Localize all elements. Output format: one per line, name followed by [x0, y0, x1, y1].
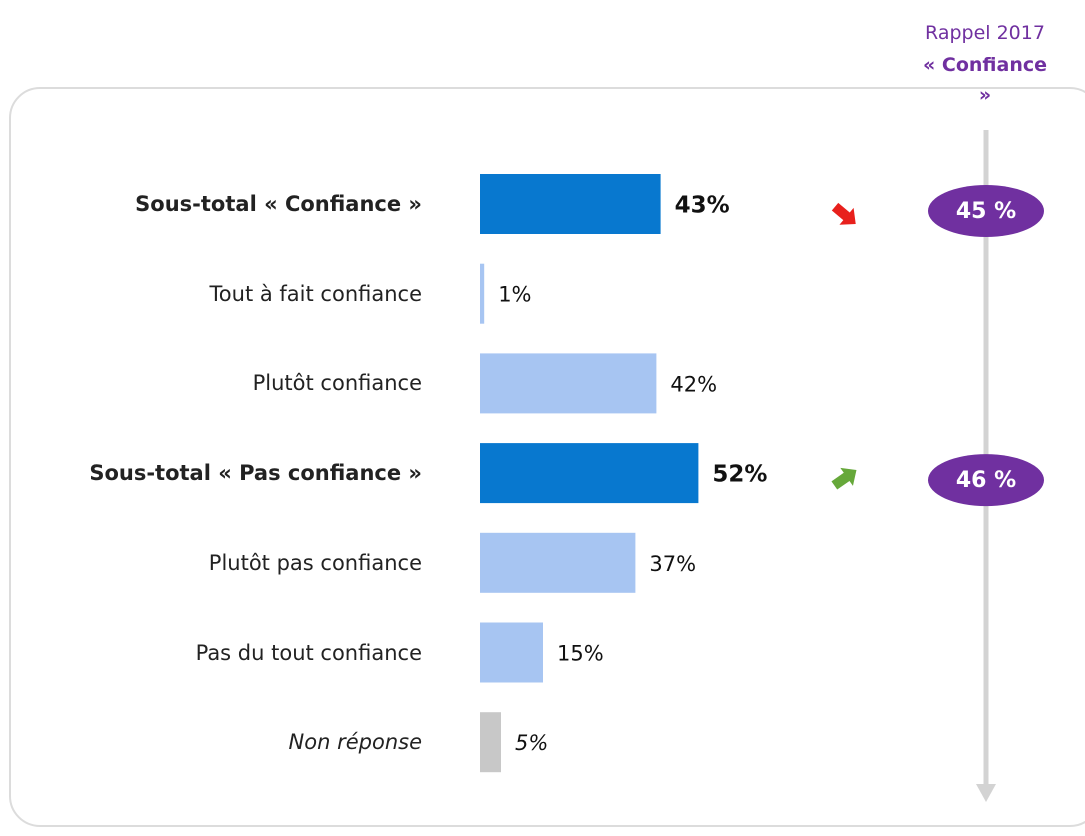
value-label: 5%: [515, 731, 548, 755]
recall-value: 46 %: [956, 468, 1016, 493]
value-label: 37%: [649, 552, 696, 576]
recall-badge: [928, 185, 1044, 237]
bar: [480, 443, 699, 504]
category-label: Tout à fait confiance: [209, 281, 422, 306]
value-label: 52%: [712, 462, 767, 488]
recall-subtitle: « Confiance »: [923, 54, 1047, 106]
category-label: Plutôt confiance: [252, 371, 422, 396]
recall-value: 45 %: [956, 199, 1016, 224]
bar: [480, 263, 485, 324]
bar: [480, 712, 501, 773]
value-label: 42%: [670, 372, 717, 396]
bar: [480, 622, 543, 683]
category-label: Pas du tout confiance: [195, 640, 422, 665]
value-label: 1%: [498, 283, 531, 307]
trend-down-arrow: [831, 202, 856, 225]
category-label: Sous-total « Pas confiance »: [89, 461, 422, 486]
trend-up-arrow: [831, 467, 857, 490]
category-label: Non réponse: [288, 730, 422, 755]
timeline-arrowhead: [976, 784, 996, 802]
bar: [480, 532, 636, 593]
bar: [480, 174, 661, 234]
bar: [480, 353, 657, 414]
value-label: 43%: [675, 193, 730, 219]
recall-title: Rappel 2017: [925, 22, 1045, 44]
category-label: Plutôt pas confiance: [208, 550, 422, 575]
recall-badge: [928, 454, 1044, 507]
value-label: 15%: [557, 642, 604, 666]
category-label: Sous-total « Confiance »: [135, 192, 422, 216]
